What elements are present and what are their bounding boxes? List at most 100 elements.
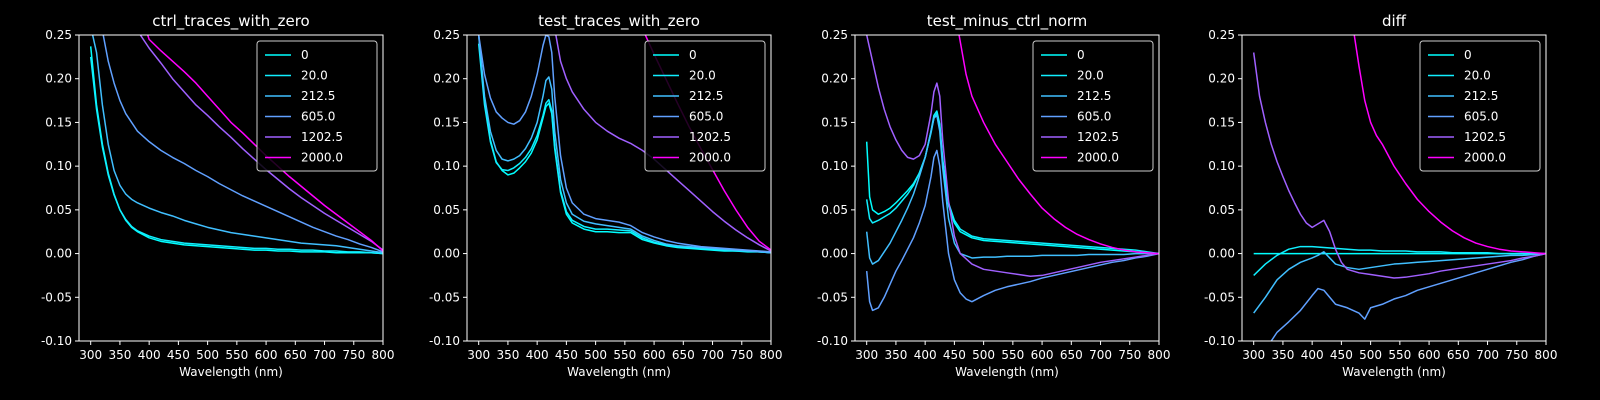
y-tick-label: -0.10: [429, 334, 460, 348]
legend-entry: 20.0: [1077, 69, 1104, 83]
legend-entry: 605.0: [301, 110, 335, 124]
x-tick-label: 450: [167, 348, 190, 362]
x-tick-label: 400: [526, 348, 549, 362]
legend-entry: 2000.0: [1464, 151, 1506, 165]
chart-panel-2: test_traces_with_zero 300 350 400 450 500 550 6…: [429, 12, 783, 379]
x-tick-label: 450: [1330, 348, 1353, 362]
chart-title: test_minus_ctrl_norm: [927, 12, 1088, 31]
series-line-4: [865, 149, 1159, 312]
x-axis-label: Wavelength (nm): [955, 365, 1059, 379]
x-tick-label: 700: [1476, 348, 1499, 362]
y-tick-label: 0.00: [45, 247, 72, 261]
y-tick-label: 0.25: [821, 28, 848, 42]
legend-entry: 212.5: [1464, 89, 1498, 103]
legend-entry: 0: [301, 48, 309, 62]
y-tick-label: 0.00: [821, 247, 848, 261]
y-tick-label: 0.20: [45, 72, 72, 86]
x-tick-label: 750: [1118, 348, 1141, 362]
y-tick-label: -0.05: [41, 290, 72, 304]
plot-frame: [78, 34, 384, 342]
y-tick-label: -0.10: [1204, 334, 1235, 348]
legend-box: [1419, 40, 1541, 172]
y-tick-label: 0.20: [1208, 72, 1235, 86]
y-tick-label: 0.20: [821, 72, 848, 86]
x-tick-label: 550: [1001, 348, 1024, 362]
series-line-2: [1253, 245, 1546, 276]
y-tick-label: 0.25: [1208, 28, 1235, 42]
plot-frame: [466, 34, 772, 342]
x-tick-label: 800: [1148, 348, 1171, 362]
series-line-3: [477, 35, 771, 254]
series-lines: [865, 35, 1159, 312]
x-tick-label: 600: [255, 348, 278, 362]
y-tick-label: -0.10: [817, 334, 848, 348]
series-line-3: [865, 114, 1159, 265]
x-tick-label: 750: [730, 348, 753, 362]
chart-panel-1: ctrl_traces_with_zero 300 350 400 450 500 550 6…: [41, 12, 395, 379]
y-tick-label: -0.05: [1204, 290, 1235, 304]
legend-entry: 605.0: [689, 110, 723, 124]
x-tick-label: 450: [555, 348, 578, 362]
legend-entry: 212.5: [1077, 89, 1111, 103]
y-tick-label: -0.05: [817, 290, 848, 304]
y-tick-label: 0.05: [821, 203, 848, 217]
legend-entry: 1202.5: [301, 130, 343, 144]
legend-entry: 1202.5: [689, 130, 731, 144]
y-tick-label: 0.00: [433, 247, 460, 261]
x-tick-label: 600: [1031, 348, 1054, 362]
legend-box: [644, 40, 766, 172]
series-line-5: [865, 35, 1159, 278]
x-tick-label: 650: [1060, 348, 1083, 362]
x-tick-label: 350: [496, 348, 519, 362]
x-tick-label: 300: [855, 348, 878, 362]
y-tick-label: 0.15: [821, 115, 848, 129]
series-line-5: [1252, 52, 1546, 279]
x-tick-label: 400: [914, 348, 937, 362]
series-line-1: [865, 112, 1159, 255]
series-line-3: [91, 35, 383, 254]
series-line-6: [958, 35, 1159, 255]
series-line-2: [865, 110, 1159, 255]
x-tick-label: 550: [1388, 348, 1411, 362]
x-tick-label: 750: [342, 348, 365, 362]
legend-box: [1032, 40, 1154, 172]
legend-entry: 1202.5: [1077, 130, 1119, 144]
x-axis-label: Wavelength (nm): [1342, 365, 1446, 379]
y-tick-label: 0.10: [433, 159, 460, 173]
y-tick-label: 0.20: [433, 72, 460, 86]
series-line-4: [477, 35, 771, 253]
y-tick-label: 0.25: [433, 28, 460, 42]
x-tick-label: 700: [701, 348, 724, 362]
legend-entry: 212.5: [689, 89, 723, 103]
series-lines: [1252, 35, 1546, 341]
series-line-2: [89, 56, 383, 255]
x-axis-label: Wavelength (nm): [179, 365, 283, 379]
chart-title: ctrl_traces_with_zero: [152, 12, 309, 31]
legend-entry: 2000.0: [301, 151, 343, 165]
y-tick-label: 0.15: [433, 115, 460, 129]
legend: 0 20.0 212.5 605.0 1202.5 2000.0: [1419, 40, 1541, 172]
x-tick-label: 650: [1447, 348, 1470, 362]
chart-title: diff: [1382, 12, 1407, 30]
x-tick-label: 550: [613, 348, 636, 362]
x-tick-label: 700: [313, 348, 336, 362]
y-tick-label: 0.10: [45, 159, 72, 173]
legend-entry: 0: [689, 48, 697, 62]
x-tick-label: 800: [760, 348, 783, 362]
x-tick-label: 500: [196, 348, 219, 362]
x-tick-label: 500: [1359, 348, 1382, 362]
x-tick-label: 750: [1505, 348, 1528, 362]
x-tick-label: 300: [1242, 348, 1265, 362]
series-line-1: [477, 35, 771, 254]
x-tick-label: 300: [467, 348, 490, 362]
x-tick-label: 650: [672, 348, 695, 362]
legend: 0 20.0 212.5 605.0 1202.5 2000.0: [1032, 40, 1154, 172]
legend-entry: 20.0: [1464, 69, 1491, 83]
legend-entry: 2000.0: [1077, 151, 1119, 165]
legend-entry: 20.0: [301, 69, 328, 83]
chart-panel-3: test_minus_ctrl_norm 300 350 400 450 500 550 60…: [817, 12, 1171, 379]
x-tick-label: 400: [138, 348, 161, 362]
legend-box: [256, 40, 378, 172]
x-tick-label: 800: [372, 348, 395, 362]
